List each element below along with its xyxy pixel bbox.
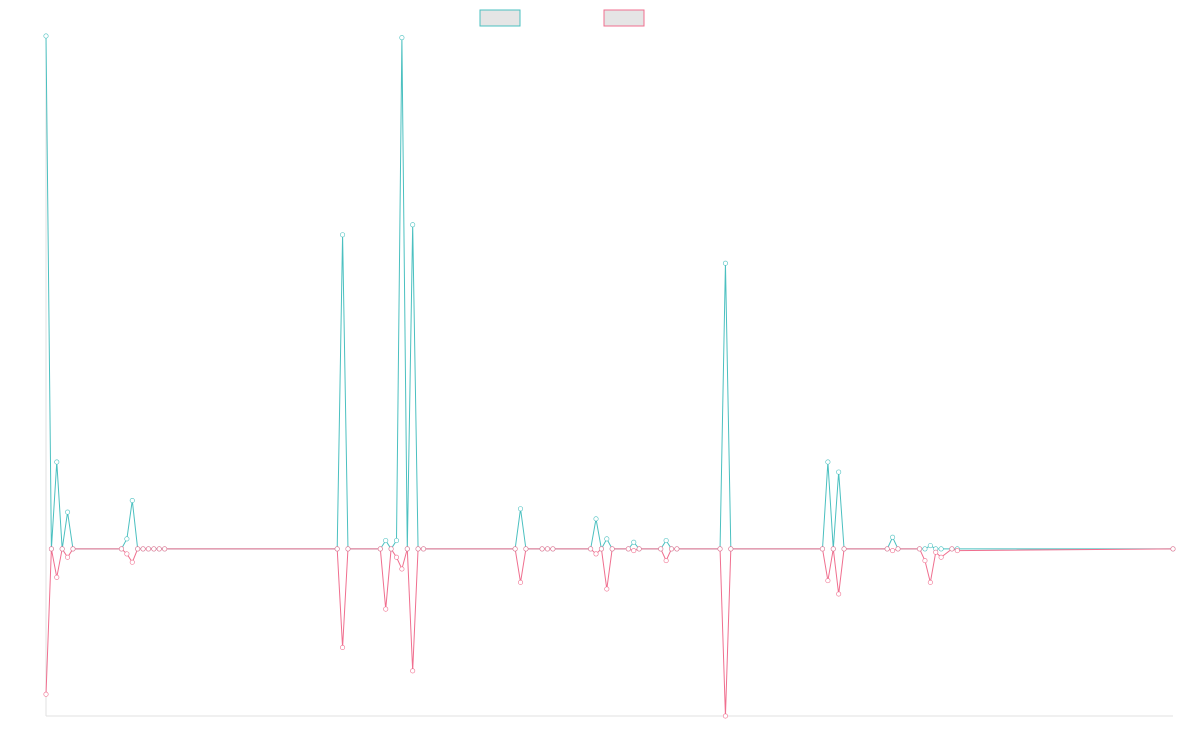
series-0-point-42[interactable] <box>663 538 669 544</box>
series-1-point-43[interactable] <box>669 546 675 552</box>
axes <box>45 36 1173 717</box>
series-1-point-8[interactable] <box>129 559 135 565</box>
series-1-point-32[interactable] <box>550 546 556 552</box>
series-1-point-22[interactable] <box>399 566 405 572</box>
legend-swatch-0 <box>479 9 521 27</box>
series-0-point-58[interactable] <box>927 543 933 549</box>
series-1-point-2[interactable] <box>54 574 60 580</box>
series-0-point-34[interactable] <box>593 516 599 522</box>
series-1-point-55[interactable] <box>895 546 901 552</box>
series-1-point-35[interactable] <box>598 546 604 552</box>
series-0-point-24[interactable] <box>410 222 416 228</box>
series-1-point-45[interactable] <box>717 546 723 552</box>
series-1-point-23[interactable] <box>404 546 410 552</box>
series-1-point-30[interactable] <box>539 546 545 552</box>
series-0-point-7[interactable] <box>124 536 130 542</box>
series-layer <box>45 35 1174 717</box>
series-0-point-19[interactable] <box>383 538 389 544</box>
series-1-point-42[interactable] <box>663 558 669 564</box>
series-1-point-60[interactable] <box>938 554 944 560</box>
series-1-point-59[interactable] <box>933 549 939 555</box>
series-line-0 <box>45 35 1173 551</box>
series-0-point-4[interactable] <box>65 509 71 515</box>
series-1-point-36[interactable] <box>604 586 610 592</box>
series-1-point-56[interactable] <box>917 546 923 552</box>
series-1-point-63[interactable] <box>1170 546 1176 552</box>
series-1-point-48[interactable] <box>819 546 825 552</box>
series-1-point-33[interactable] <box>588 546 594 552</box>
series-1-point-19[interactable] <box>383 606 389 612</box>
legend-item-0[interactable] <box>479 9 521 27</box>
series-1-point-15[interactable] <box>334 546 340 552</box>
series-0-point-0[interactable] <box>43 33 49 39</box>
series-1-point-49[interactable] <box>825 578 831 584</box>
series-0-point-16[interactable] <box>340 232 346 238</box>
series-1-point-9[interactable] <box>135 546 141 552</box>
series-0-point-8[interactable] <box>129 497 135 503</box>
series-1-point-14[interactable] <box>162 546 168 552</box>
series-1-point-39[interactable] <box>631 548 637 554</box>
series-1-point-10[interactable] <box>140 546 146 552</box>
series-1-point-46[interactable] <box>722 713 728 719</box>
series-1-point-26[interactable] <box>420 546 426 552</box>
series-0-point-21[interactable] <box>394 538 400 544</box>
series-1-point-38[interactable] <box>625 546 631 552</box>
series-1-point-13[interactable] <box>156 546 162 552</box>
series-0-point-22[interactable] <box>399 35 405 41</box>
series-0-point-51[interactable] <box>836 469 842 475</box>
series-1-point-47[interactable] <box>728 546 734 552</box>
series-1-point-20[interactable] <box>388 546 394 552</box>
series-0-point-60[interactable] <box>938 546 944 552</box>
series-0-point-46[interactable] <box>722 260 728 266</box>
series-1-point-51[interactable] <box>836 591 842 597</box>
legend-item-1[interactable] <box>603 9 645 27</box>
series-1-point-3[interactable] <box>59 546 65 552</box>
series-0-point-39[interactable] <box>631 539 637 545</box>
series-1-point-44[interactable] <box>674 546 680 552</box>
series-1-point-5[interactable] <box>70 546 76 552</box>
markers-layer <box>43 33 1176 719</box>
legend[interactable] <box>479 9 645 27</box>
series-1-point-62[interactable] <box>954 548 960 554</box>
series-1-point-57[interactable] <box>922 558 928 564</box>
series-1-point-52[interactable] <box>841 546 847 552</box>
series-1-point-18[interactable] <box>377 546 383 552</box>
series-1-point-0[interactable] <box>43 691 49 697</box>
series-1-point-17[interactable] <box>345 546 351 552</box>
series-1-point-24[interactable] <box>410 668 416 674</box>
series-1-point-11[interactable] <box>145 546 151 552</box>
series-1-point-50[interactable] <box>830 546 836 552</box>
series-1-point-25[interactable] <box>415 546 421 552</box>
series-1-point-16[interactable] <box>340 644 346 650</box>
series-1-point-53[interactable] <box>884 546 890 552</box>
series-line-1 <box>45 547 1174 717</box>
series-1-point-54[interactable] <box>890 548 896 554</box>
series-1-point-21[interactable] <box>394 554 400 560</box>
series-0-point-28[interactable] <box>518 506 524 512</box>
series-1-point-6[interactable] <box>118 546 124 552</box>
series-0-point-36[interactable] <box>604 536 610 542</box>
series-1-point-7[interactable] <box>124 551 130 557</box>
series-1-point-31[interactable] <box>544 546 550 552</box>
series-1-point-28[interactable] <box>518 579 524 585</box>
series-1-point-4[interactable] <box>65 554 71 560</box>
series-0-point-54[interactable] <box>890 534 896 540</box>
series-1-point-40[interactable] <box>636 546 642 552</box>
legend-swatch-1 <box>603 9 645 27</box>
series-0-point-57[interactable] <box>922 546 928 552</box>
series-0-point-2[interactable] <box>54 459 60 465</box>
series-1-point-1[interactable] <box>48 546 54 552</box>
series-1-point-37[interactable] <box>609 546 615 552</box>
series-1-point-61[interactable] <box>949 546 955 552</box>
series-1-point-27[interactable] <box>512 546 518 552</box>
series-1-point-12[interactable] <box>151 546 157 552</box>
series-1-point-34[interactable] <box>593 551 599 557</box>
series-1-point-29[interactable] <box>523 546 529 552</box>
series-1-point-41[interactable] <box>658 546 664 552</box>
series-1-point-58[interactable] <box>927 579 933 585</box>
series-0-point-49[interactable] <box>825 459 831 465</box>
